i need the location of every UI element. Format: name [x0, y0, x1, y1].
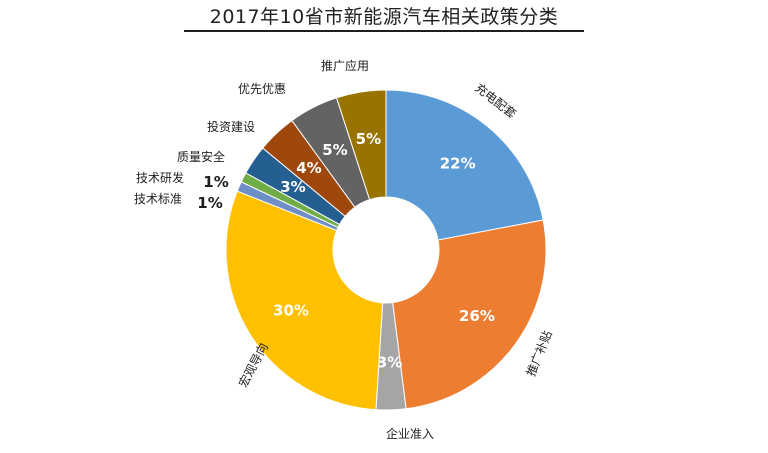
- slice-category-label: 技术研发: [136, 170, 184, 185]
- chart-title: 2017年10省市新能源汽车相关政策分类: [209, 6, 559, 28]
- slice-category-label: 充电配套: [472, 80, 519, 121]
- slice-value-label: 3%: [377, 353, 402, 371]
- slice-category-label: 推广补贴: [524, 329, 555, 379]
- slice-value-label: 3%: [280, 178, 305, 196]
- slice-value-label: 26%: [459, 307, 495, 325]
- slice-category-label: 推广应用: [321, 58, 369, 73]
- slice-4: [225, 190, 384, 411]
- slice-value-label: 1%: [203, 173, 228, 191]
- slice-category-label: 投资建设: [207, 119, 255, 134]
- slice-category-label: 技术标准: [134, 192, 182, 206]
- slice-value-label: 30%: [273, 301, 309, 319]
- slice-value-label: 5%: [356, 130, 381, 148]
- slice-2: [392, 219, 547, 410]
- slice-10: [335, 89, 387, 201]
- slice-category-label: 宏观导向: [235, 340, 271, 389]
- slice-category-label: 质量安全: [177, 149, 225, 164]
- slice-value-label: 1%: [197, 194, 222, 212]
- slice-category-label: 优先优惠: [238, 82, 286, 96]
- slice-value-label: 22%: [440, 154, 476, 172]
- title-underline: [184, 30, 584, 32]
- slice-category-label: 企业准入: [386, 426, 434, 441]
- slice-value-label: 5%: [322, 141, 347, 159]
- slice-1: [385, 89, 544, 241]
- slice-value-label: 4%: [296, 159, 321, 177]
